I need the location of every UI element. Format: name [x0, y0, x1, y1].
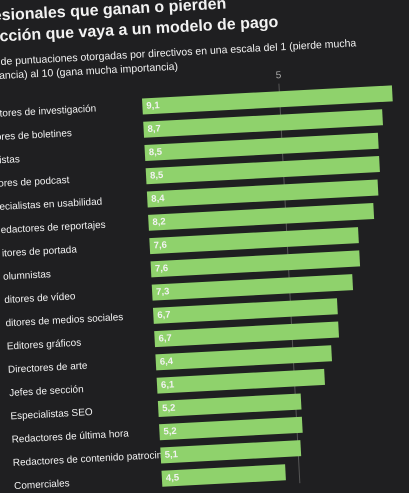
category-label: ores de podcast	[0, 175, 70, 190]
category-label: ditores de vídeo	[4, 291, 76, 306]
value-label: 8,7	[147, 123, 161, 135]
value-label: 8,5	[149, 147, 163, 159]
category-label: itores de portada	[2, 245, 78, 260]
value-label: 6,7	[157, 310, 171, 322]
bar	[143, 109, 383, 138]
value-label: 8,2	[152, 216, 166, 228]
value-label: 7,6	[155, 263, 169, 275]
category-label: olumnistas	[3, 269, 51, 282]
bar	[160, 440, 302, 464]
bar	[152, 298, 338, 324]
bar	[157, 393, 302, 417]
value-label: 5,1	[164, 449, 178, 461]
bar	[151, 274, 354, 301]
category-label: ores de boletines	[0, 128, 72, 143]
bar	[161, 464, 286, 487]
category-label: ditores de medios sociales	[5, 312, 123, 329]
value-label: 5,2	[163, 426, 177, 438]
bar	[149, 227, 359, 255]
category-label: Directores de arte	[8, 361, 88, 376]
value-label: 7,6	[153, 240, 167, 252]
bar	[155, 345, 333, 371]
category-label: Redactores de última hora	[11, 428, 129, 445]
category-label: Jefes de sección	[9, 384, 84, 399]
value-label: 6,1	[161, 379, 175, 391]
bar	[159, 416, 303, 441]
value-label: 5,2	[162, 403, 176, 415]
category-label: Redactores de contenido patrocinado	[13, 449, 180, 469]
bar	[144, 132, 379, 161]
bar	[141, 85, 393, 115]
value-label: 8,4	[151, 193, 165, 205]
bar	[150, 250, 361, 278]
bar	[154, 321, 340, 348]
value-label: 7,3	[156, 286, 170, 298]
category-label: ecialistas en usabilidad	[0, 197, 102, 213]
bar	[148, 203, 375, 231]
value-label: 9,1	[146, 100, 160, 112]
category-label: edactores de reportajes	[0, 220, 106, 236]
bar	[145, 156, 380, 185]
category-label: listas	[0, 154, 20, 166]
value-label: 6,7	[158, 333, 172, 345]
x-tick-label: 5	[275, 70, 282, 81]
bar	[146, 179, 379, 208]
category-label: Comerciales	[14, 478, 70, 492]
bar	[156, 368, 325, 394]
value-label: 8,5	[150, 170, 164, 182]
value-label: 4,5	[166, 472, 180, 484]
category-label: ctores de investigación	[0, 104, 97, 120]
category-label: Editores gráficos	[7, 338, 82, 353]
value-label: 6,4	[160, 356, 174, 368]
category-label: Especialistas SEO	[10, 407, 93, 422]
